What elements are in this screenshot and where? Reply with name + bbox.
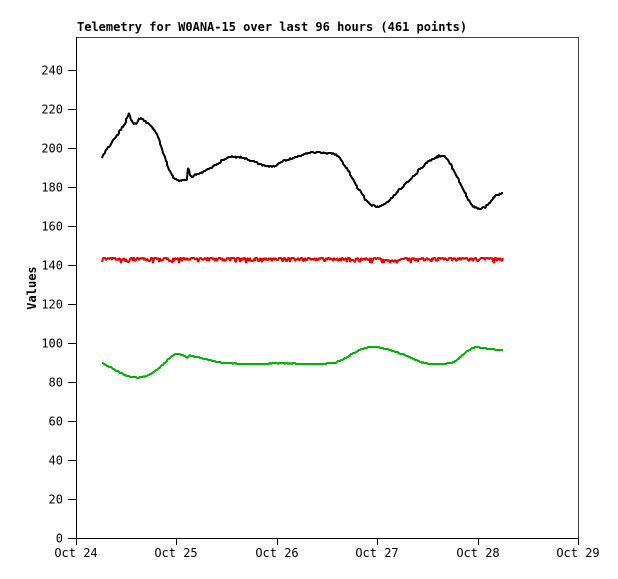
plot-border xyxy=(76,37,579,539)
y-axis-ticks: 0 20 40 60 80 100 120 140 160 180 200 220 240 xyxy=(41,64,76,546)
y-tick-label: 240 xyxy=(41,64,63,78)
chart-title: Telemetry for W0ANA-15 over last 96 hour… xyxy=(77,20,468,34)
y-tick-label: 0 xyxy=(56,532,63,546)
data-series-lines xyxy=(101,112,504,379)
x-tick-label: Oct 24 xyxy=(54,546,97,560)
x-tick-label: Oct 29 xyxy=(556,546,599,560)
y-tick-label: 200 xyxy=(41,142,63,156)
x-tick-label: Oct 26 xyxy=(255,546,298,560)
y-tick-label: 180 xyxy=(41,181,63,195)
y-tick-label: 60 xyxy=(49,415,63,429)
series-red-line xyxy=(101,257,504,264)
y-tick-label: 100 xyxy=(41,337,63,351)
series-green-line xyxy=(102,346,503,379)
y-tick-label: 140 xyxy=(41,259,63,273)
x-tick-label: Oct 28 xyxy=(456,546,499,560)
series-black-line xyxy=(101,112,503,210)
x-tick-label: Oct 27 xyxy=(355,546,398,560)
y-tick-label: 160 xyxy=(41,220,63,234)
x-tick-label: Oct 25 xyxy=(154,546,197,560)
y-tick-label: 20 xyxy=(49,493,63,507)
y-tick-label: 120 xyxy=(41,298,63,312)
y-tick-label: 220 xyxy=(41,103,63,117)
y-tick-label: 80 xyxy=(49,376,63,390)
x-axis-ticks: Oct 24 Oct 25 Oct 26 Oct 27 Oct 28 Oct 29 xyxy=(54,538,600,560)
y-tick-label: 40 xyxy=(49,454,63,468)
